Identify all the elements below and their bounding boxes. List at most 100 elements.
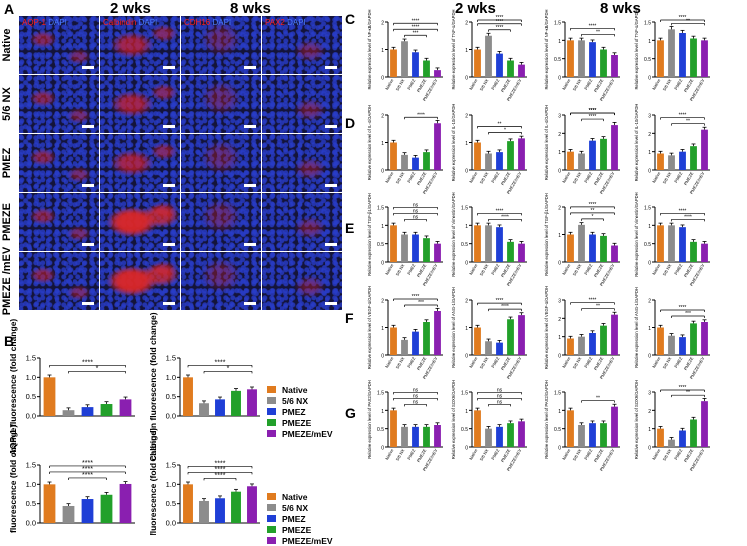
sig-label: **** <box>82 359 93 366</box>
y-tick-label: 1 <box>465 141 468 147</box>
y-tick-label: 1.0 <box>26 480 36 489</box>
bar <box>247 486 257 523</box>
bar <box>679 227 686 262</box>
bar <box>679 430 686 447</box>
sig-label: **** <box>215 466 226 473</box>
bar <box>496 342 503 355</box>
x-tick-label: PMEZE <box>683 171 695 186</box>
bar <box>657 153 664 170</box>
bar <box>496 152 503 170</box>
sig-label: * <box>96 365 99 372</box>
y-tick-label: 0 <box>381 76 384 82</box>
bar <box>701 40 708 77</box>
bar <box>657 327 664 355</box>
bar <box>215 399 225 416</box>
panel-b-label: B <box>4 333 15 349</box>
panel-a-8wks-header: 8 wks <box>230 0 271 17</box>
y-axis-label: Relative expression level of TNF-α/GAPDH <box>451 9 456 89</box>
legend-label: PMEZ <box>282 513 306 524</box>
bar <box>578 153 585 170</box>
sig-label: **** <box>679 113 687 119</box>
x-tick-label: PMEZ <box>406 263 416 276</box>
legend-swatch <box>267 493 276 500</box>
bar <box>62 410 75 416</box>
x-tick-label: PMEZ <box>406 448 416 461</box>
sig-label: **** <box>589 23 597 29</box>
bar <box>423 426 430 447</box>
bar <box>62 505 75 523</box>
bar <box>578 40 585 77</box>
bar <box>611 125 618 170</box>
y-tick-label: 2 <box>648 299 651 305</box>
legend-swatch <box>267 386 276 393</box>
bar <box>690 38 697 77</box>
y-tick-label: 0 <box>558 76 561 82</box>
legend-label: PMEZ <box>282 406 306 417</box>
scale-bar <box>244 184 256 187</box>
charts-canvas: C D E F G 0.0 0.5 1.0 1.5 AQP-1 fluorescence (fol… <box>8 9 710 535</box>
bar <box>434 70 441 77</box>
y-tick-label: 1 <box>648 150 651 156</box>
bar <box>611 406 618 447</box>
y-tick-label: 1 <box>558 335 561 341</box>
bar <box>690 146 697 170</box>
bar <box>668 439 675 447</box>
micrograph <box>100 193 180 251</box>
scale-bar <box>163 66 175 69</box>
sig-label: **** <box>412 18 420 24</box>
bar <box>496 53 503 77</box>
x-tick-label: PMEZ <box>673 263 683 276</box>
micrograph <box>19 75 99 133</box>
x-tick-label: Native <box>561 170 572 183</box>
x-tick-label: PMEZE <box>500 263 512 278</box>
micrograph <box>100 252 180 310</box>
sig-label: * <box>504 127 506 133</box>
scale-bar <box>325 184 337 187</box>
y-tick-label: 0 <box>381 446 384 452</box>
bar <box>690 323 697 355</box>
y-tick-label: 0.0 <box>26 412 36 421</box>
bar <box>81 499 94 523</box>
y-tick-label: 0.5 <box>26 499 36 508</box>
bar <box>485 341 492 355</box>
bar <box>474 410 481 447</box>
legend-entry: PMEZE/mEV <box>267 428 333 439</box>
sig-label: ** <box>686 119 690 125</box>
bar <box>412 234 419 262</box>
y-tick-label: 1.0 <box>166 373 176 382</box>
x-tick-label: 5/6 NX <box>662 171 673 185</box>
x-tick-label: 5/6 NX <box>395 263 406 277</box>
y-axis-label: Relative expression level of SOX9/GAPDH <box>634 380 639 459</box>
x-tick-label: PMEZE <box>500 78 512 93</box>
x-tick-label: Native <box>468 262 479 275</box>
scale-bar <box>82 302 94 305</box>
y-tick-label: 1 <box>381 409 384 415</box>
sig-label: *** <box>418 300 424 306</box>
sig-label: ** <box>591 208 595 214</box>
sig-label: **** <box>417 112 425 118</box>
x-tick-label: PMEZ <box>673 448 683 461</box>
x-tick-label: PMEZ <box>490 78 500 91</box>
stain-label: CDH16 DAPI <box>184 18 232 27</box>
legend-swatch <box>267 408 276 415</box>
sig-label: **** <box>496 298 504 304</box>
sig-label: ** <box>498 121 502 127</box>
y-tick-label: 2 <box>465 21 468 27</box>
y-tick-label: 2 <box>381 21 384 27</box>
legend-swatch <box>267 526 276 533</box>
legend-entry: PMEZE <box>267 417 333 428</box>
panel-a-2wks-header: 2 wks <box>110 0 151 17</box>
sig-label: **** <box>684 214 692 220</box>
sig-label: **** <box>496 15 504 21</box>
bar <box>518 138 525 170</box>
x-tick-label: 5/6 NX <box>479 263 490 277</box>
y-tick-label: 0.5 <box>644 57 651 63</box>
sig-label: *** <box>413 30 419 36</box>
x-tick-label: 5/6 NX <box>662 448 673 462</box>
scale-bar <box>82 243 94 246</box>
legend-swatch <box>267 515 276 522</box>
y-tick-label: 1.5 <box>554 391 561 397</box>
x-tick-label: 5/6 NX <box>395 78 406 92</box>
y-axis-label: Relative expression level of IL-10/GAPDH <box>634 104 639 182</box>
legend-entry: PMEZE <box>267 524 333 535</box>
